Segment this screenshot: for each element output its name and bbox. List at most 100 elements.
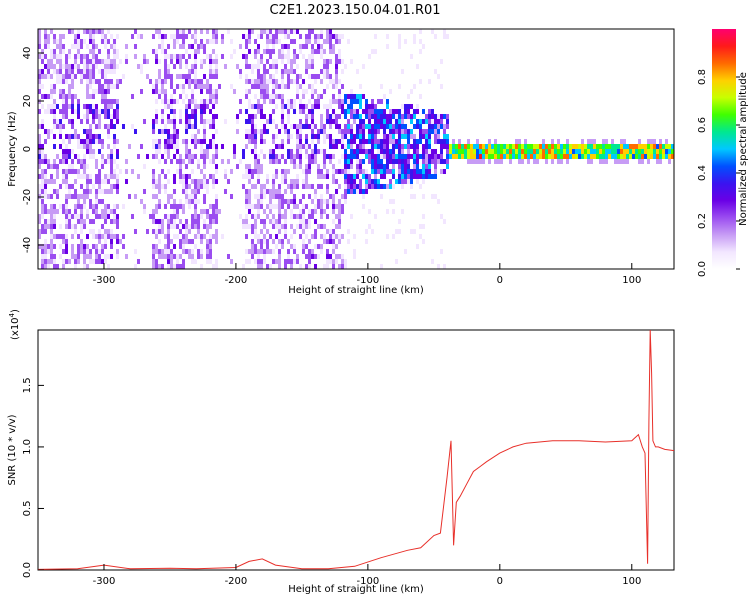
spectrogram-cell [296, 74, 299, 79]
spectrogram-cell [263, 84, 266, 89]
spectrogram-cell [275, 234, 278, 239]
spectrogram-cell [275, 134, 278, 139]
spectrogram-cell [413, 194, 416, 199]
spectrogram-cell [260, 134, 263, 139]
spectrogram-cell [98, 49, 101, 54]
spectrogram-cell [467, 159, 470, 164]
spectrogram-cell [491, 144, 494, 149]
spectrogram-cell [158, 69, 161, 74]
spectrogram-cell [38, 174, 41, 179]
spectrogram-cell [668, 154, 671, 159]
spectrogram-cell [350, 129, 353, 134]
spectrogram-cell [71, 109, 74, 114]
spectrogram-cell [410, 104, 413, 109]
spectrogram-cell [293, 244, 296, 249]
spectrogram-cell [656, 144, 659, 149]
spectrogram-cell [320, 224, 323, 229]
spectrogram-cell [224, 189, 227, 194]
spectrogram-cell [152, 89, 155, 94]
spectrogram-cell [152, 139, 155, 144]
spectrogram-cell [341, 254, 344, 259]
spectrogram-cell [305, 39, 308, 44]
spectrogram-cell [284, 44, 287, 49]
spectrogram-cell [314, 49, 317, 54]
spectrogram-cell [590, 159, 593, 164]
spectrogram-cell [314, 74, 317, 79]
spectrogram-cell [395, 114, 398, 119]
spectrogram-cell [50, 54, 53, 59]
spectrogram-cell [566, 139, 569, 144]
spectrogram-cell [74, 109, 77, 114]
spectrogram-cell [86, 109, 89, 114]
spectrogram-cell [335, 74, 338, 79]
spectrogram-cell [380, 119, 383, 124]
spectrogram-cell [50, 244, 53, 249]
spectrogram-cell [368, 104, 371, 109]
spectrogram-cell [95, 259, 98, 264]
spectrogram-cell [242, 34, 245, 39]
spectrogram-cell [518, 159, 521, 164]
spectrogram-cell [587, 144, 590, 149]
spectrogram-cell [257, 174, 260, 179]
spectrogram-cell [530, 144, 533, 149]
spectrogram-cell [86, 194, 89, 199]
spectrogram-cell [65, 239, 68, 244]
spectrogram-cell [170, 84, 173, 89]
spectrogram-cell [404, 104, 407, 109]
spectrogram-cell [134, 229, 137, 234]
spectrogram-cell [194, 69, 197, 74]
spectrogram-cell [107, 39, 110, 44]
spectrogram-cell [347, 139, 350, 144]
spectrogram-cell [215, 69, 218, 74]
spectrogram-cell [413, 84, 416, 89]
spectrogram-cell [74, 134, 77, 139]
spectrogram-cell [167, 259, 170, 264]
spectrogram-cell [395, 119, 398, 124]
spectrogram-cell [179, 229, 182, 234]
spectrogram-cell [260, 259, 263, 264]
spectrogram-cell [62, 259, 65, 264]
spectrogram-cell [41, 149, 44, 154]
spectrogram-cell [44, 39, 47, 44]
spectrogram-cell [296, 29, 299, 34]
spectrogram-cell [197, 214, 200, 219]
spectrogram-cell [326, 199, 329, 204]
spectrogram-cell [152, 124, 155, 129]
spectrogram-cell [155, 204, 158, 209]
spectrogram-cell [41, 54, 44, 59]
spectrogram-cell [68, 89, 71, 94]
spectrogram-cell [41, 184, 44, 189]
spectrogram-cell [521, 144, 524, 149]
spectrogram-cell [101, 84, 104, 89]
spectrogram-cell [308, 144, 311, 149]
spectrogram-cell [335, 84, 338, 89]
spectrogram-cell [329, 234, 332, 239]
spectrogram-cell [194, 114, 197, 119]
spectrogram-cell [101, 199, 104, 204]
spectrogram-cell [308, 209, 311, 214]
spectrogram-cell [368, 154, 371, 159]
spectrogram-cell [194, 34, 197, 39]
spectrogram-cell [50, 164, 53, 169]
spectrogram-cell [398, 159, 401, 164]
spectrogram-cell [167, 194, 170, 199]
spectrogram-cell [647, 149, 650, 154]
spectrogram-cell [620, 154, 623, 159]
spectrogram-cell [167, 119, 170, 124]
spectrogram-cell [260, 94, 263, 99]
spectrogram-cell [209, 159, 212, 164]
spectrogram-cell [293, 79, 296, 84]
spectrogram-cell [41, 209, 44, 214]
spectrogram-cell [473, 159, 476, 164]
spectrogram-cell [86, 129, 89, 134]
spectrogram-cell [446, 119, 449, 124]
snr-y-tick-label: 0.0 [22, 562, 33, 578]
spectrogram-cell [419, 79, 422, 84]
spectrogram-cell [308, 54, 311, 59]
spectrogram-cell [368, 124, 371, 129]
spectrogram-cell [92, 74, 95, 79]
spectrogram-cell [644, 149, 647, 154]
spectrogram-cell [134, 264, 137, 269]
spectrogram-cell [104, 229, 107, 234]
